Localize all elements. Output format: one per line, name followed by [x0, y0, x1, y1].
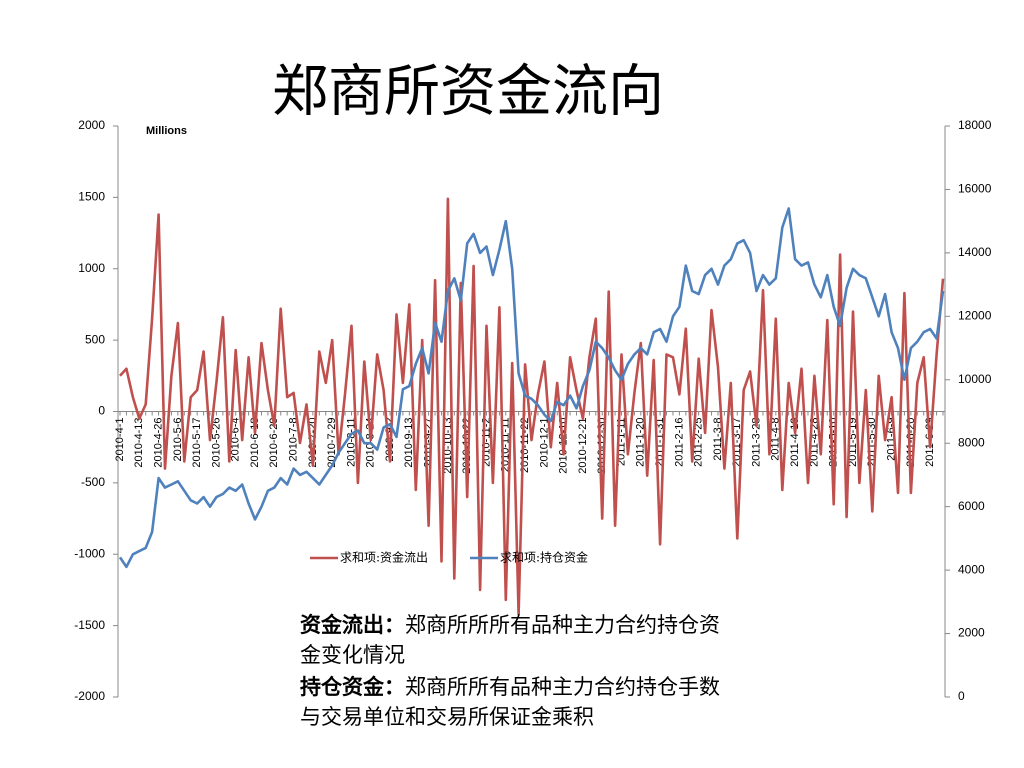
y2-tick-label: 14000	[958, 245, 992, 259]
y2-tick-label: 16000	[958, 182, 992, 196]
x-tick-label: 2010-8-11	[345, 418, 357, 467]
y2-tick-label: 10000	[958, 372, 992, 386]
note-label: 持仓资金：	[300, 674, 405, 699]
legend-label: 求和项:资金流出	[340, 550, 428, 565]
y2-tick-label: 0	[958, 689, 965, 703]
x-tick-label: 2010-12-30	[596, 418, 608, 474]
x-tick-label: 2010-5-26	[210, 418, 222, 468]
series-line	[118, 207, 945, 569]
y2-tick-label: 8000	[958, 435, 985, 449]
y-tick-label: 1000	[78, 261, 105, 275]
series-line	[119, 197, 945, 616]
y-tick-label: -1000	[74, 546, 105, 560]
note: 资金流出：郑商所所所有品种主力合约持仓资金变化情况	[300, 610, 740, 670]
x-tick-label: 2010-6-18	[249, 418, 261, 468]
note-text: 郑商所所有品种主力合约持仓手数与交易单位和交易所保证金乘积	[300, 675, 720, 729]
y-tick-label: 2000	[78, 118, 105, 132]
x-tick-label: 2010-6-29	[268, 418, 280, 468]
unit-label: Millions	[146, 125, 187, 137]
x-tick-label: 2010-6-4	[230, 418, 242, 462]
note: 持仓资金：郑商所所有品种主力合约持仓手数与交易单位和交易所保证金乘积	[300, 672, 740, 732]
y-tick-label: 500	[85, 332, 105, 346]
note-text: 郑商所所所有品种主力合约持仓资金变化情况	[300, 613, 720, 667]
x-tick-label: 2010-4-13	[133, 418, 145, 468]
y2-tick-label: 2000	[958, 626, 985, 640]
chart-title: 郑商所资金流向	[272, 60, 664, 125]
y2-tick-label: 18000	[958, 118, 992, 132]
y2-tick-label: 4000	[958, 562, 985, 576]
x-tick-label: 2010-4-26	[152, 418, 164, 468]
x-tick-label: 2011-4-19	[789, 418, 801, 467]
note-label: 资金流出：	[300, 612, 405, 637]
x-tick-label: 2010-12-21	[577, 418, 589, 474]
x-tick-label: 2010-12-1	[538, 418, 550, 468]
y-tick-label: 0	[98, 404, 105, 418]
legend-label: 求和项:持仓资金	[500, 550, 588, 565]
y2-tick-label: 12000	[958, 309, 992, 323]
x-tick-label: 2011-3-28	[750, 418, 762, 467]
x-tick-label: 2011-2-16	[673, 418, 685, 467]
x-tick-label: 2010-4-1	[114, 418, 126, 462]
y-tick-label: -500	[81, 475, 105, 489]
y-tick-label: -1500	[74, 618, 105, 632]
x-tick-label: 2011-2-25	[693, 418, 705, 467]
x-tick-label: 2010-5-6	[172, 418, 184, 462]
y2-tick-label: 6000	[958, 499, 985, 513]
x-tick-label: 2010-5-17	[191, 418, 203, 468]
notes: 资金流出：郑商所所所有品种主力合约持仓资金变化情况 持仓资金：郑商所所有品种主力…	[300, 610, 740, 734]
y-tick-label: -2000	[74, 689, 105, 703]
x-tick-label: 2010-9-13	[403, 418, 415, 468]
x-tick-label: 2010-7-8	[288, 418, 300, 462]
y-tick-label: 1500	[78, 190, 105, 204]
x-tick-label: 2010-7-29	[326, 418, 338, 468]
